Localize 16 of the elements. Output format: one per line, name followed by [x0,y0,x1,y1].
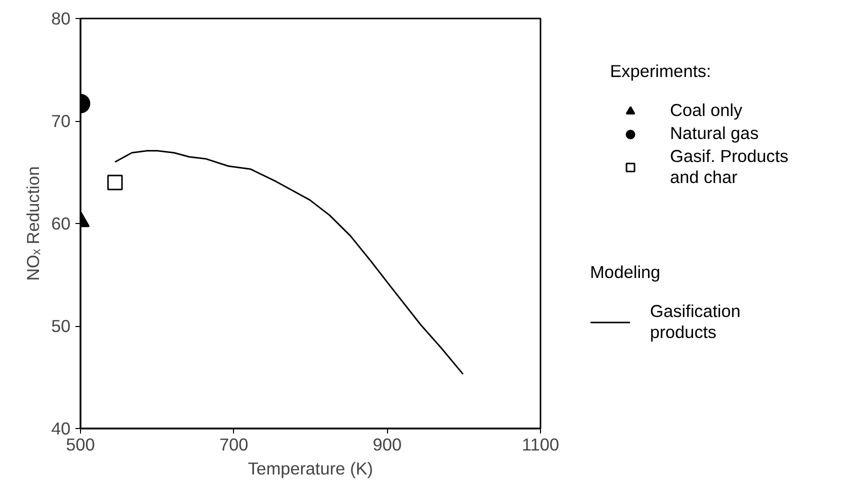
text: Modeling [590,262,662,283]
legend-title: Experiments: [610,61,712,82]
y-tick-label: 70 [51,111,71,131]
x-tick-label: 700 [219,434,248,454]
line-series [114,150,464,375]
x-tick-label: 900 [372,434,402,454]
legend-label: Gasif. Products and char [670,146,788,188]
x-tick-label: 1100 [522,434,560,454]
y-axis-title: NOₓ Reduction [23,166,44,281]
x-axis-title: Temperature (K) [248,458,374,478]
legend-label: Gasification products [650,301,741,343]
legend-label: Coal only [670,100,742,121]
legend-label: Natural gas [670,123,759,144]
y-tick-label: 50 [51,316,71,336]
y-tick-label: 60 [51,214,71,234]
y-tick-label: 80 [51,8,71,28]
